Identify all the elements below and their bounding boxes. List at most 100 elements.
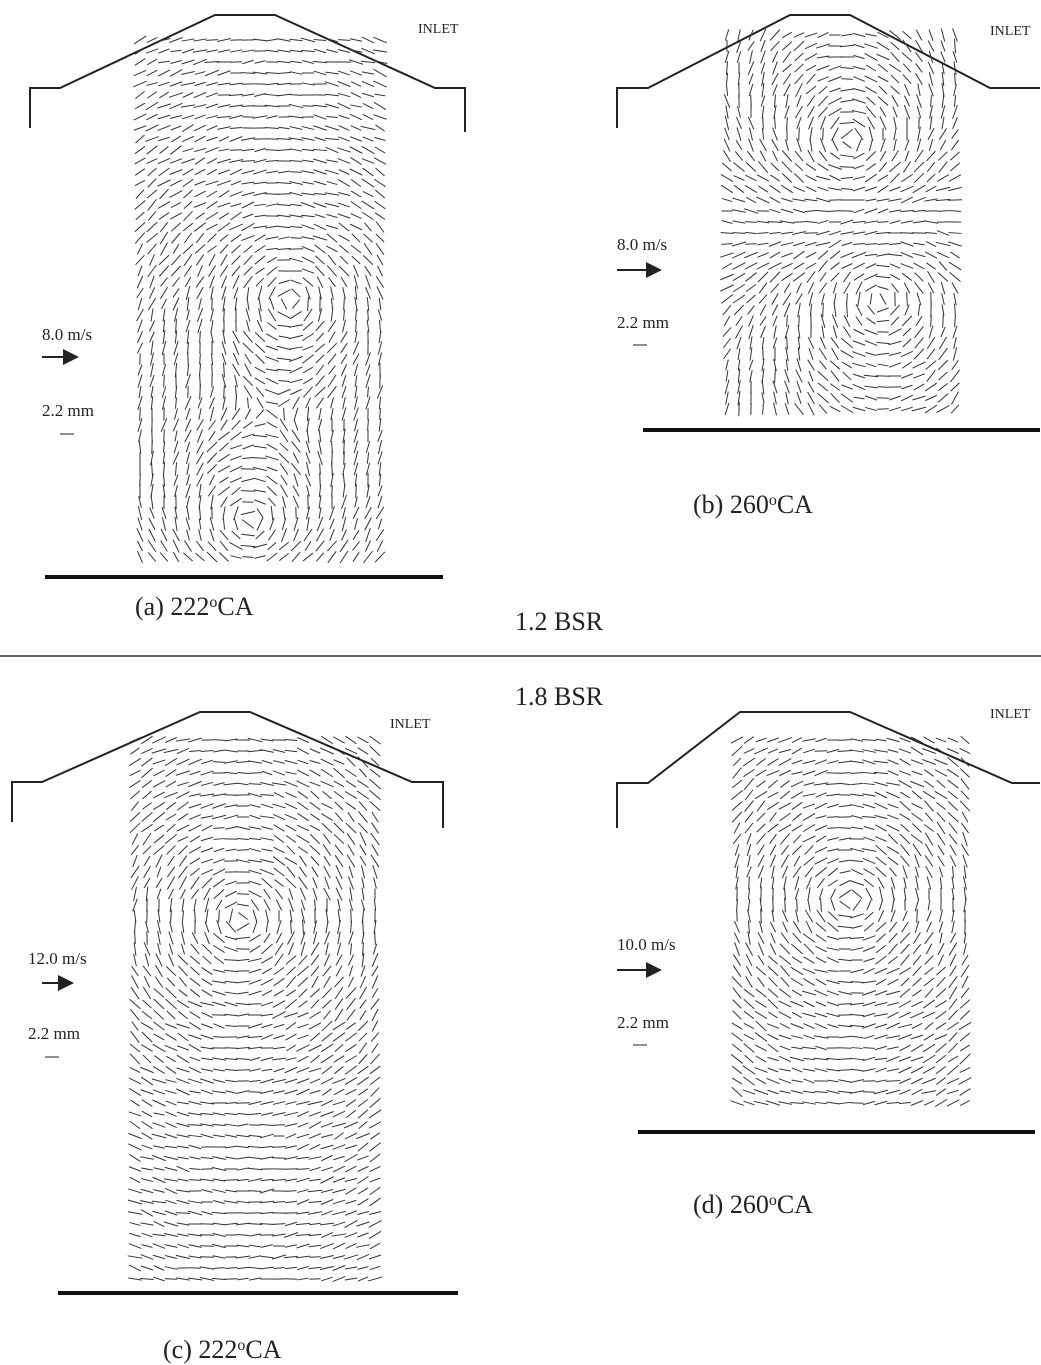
vector	[189, 1256, 202, 1258]
vector	[936, 1089, 946, 1096]
vector	[302, 257, 314, 263]
vector	[839, 938, 851, 939]
vector	[814, 1036, 828, 1038]
vector	[924, 801, 933, 812]
vector	[335, 802, 343, 810]
vector	[900, 801, 910, 810]
vector	[213, 1069, 225, 1071]
vector	[219, 191, 229, 198]
vector	[901, 351, 912, 356]
vector	[217, 39, 231, 42]
vector	[840, 45, 854, 46]
vector	[285, 1201, 297, 1202]
vector	[249, 1245, 261, 1247]
vector	[322, 1066, 332, 1074]
vector	[201, 760, 213, 764]
vector	[378, 486, 382, 497]
vector	[815, 858, 828, 864]
vector	[780, 813, 791, 821]
vector	[323, 834, 330, 844]
vector	[802, 739, 815, 741]
vector	[169, 93, 183, 98]
vector	[806, 921, 812, 933]
vector	[853, 176, 865, 179]
vector	[266, 72, 279, 73]
vector	[242, 434, 255, 438]
vector	[144, 866, 151, 878]
vector	[878, 209, 888, 213]
vector	[362, 179, 374, 187]
vector	[901, 264, 914, 269]
vector	[267, 422, 277, 428]
vector	[936, 802, 945, 809]
vector	[839, 828, 851, 829]
vector	[333, 1200, 345, 1204]
vector	[864, 274, 878, 280]
vector	[810, 138, 812, 151]
vector	[129, 1265, 141, 1271]
vector	[899, 749, 911, 753]
vector	[133, 81, 146, 87]
vector	[171, 255, 181, 266]
vector	[301, 50, 315, 51]
vector	[360, 976, 365, 988]
vector	[136, 212, 145, 220]
vector	[253, 39, 267, 41]
vector	[737, 127, 741, 140]
vector	[209, 431, 215, 441]
vector	[815, 825, 827, 830]
vector	[224, 960, 238, 961]
vector	[886, 1056, 900, 1061]
vector	[297, 737, 309, 742]
vector	[744, 999, 754, 1009]
cylinder-head	[30, 15, 465, 132]
vector	[137, 244, 142, 255]
vector	[260, 869, 274, 875]
vector	[242, 182, 255, 184]
vector	[874, 1014, 888, 1016]
vector	[805, 175, 816, 181]
vector	[187, 506, 189, 520]
vector	[839, 838, 851, 840]
vector	[838, 926, 853, 928]
vector	[279, 336, 290, 338]
vector	[313, 159, 327, 163]
vector	[196, 233, 203, 243]
vector	[207, 442, 217, 452]
vector	[153, 1022, 164, 1030]
vector	[129, 758, 141, 765]
vector	[377, 286, 383, 299]
vector	[806, 65, 816, 71]
vector	[769, 232, 780, 233]
vector	[232, 364, 239, 376]
vector	[841, 79, 853, 80]
vector	[782, 866, 787, 878]
vector	[313, 61, 328, 62]
vector	[277, 182, 292, 183]
vector	[792, 1080, 803, 1082]
vector	[184, 540, 191, 551]
vector	[132, 976, 139, 989]
vector	[886, 1090, 900, 1094]
vector	[201, 1012, 212, 1017]
vector	[321, 1211, 332, 1215]
vector	[189, 1091, 201, 1093]
vector	[302, 333, 314, 340]
caption-text: (d) 260	[693, 1190, 769, 1219]
vector	[213, 945, 224, 952]
vector	[922, 1091, 937, 1094]
vector	[902, 316, 912, 326]
vector	[744, 989, 754, 997]
vector	[358, 1089, 367, 1095]
length-scale: 2.2 mm	[617, 313, 669, 332]
vector	[174, 474, 178, 485]
vector	[159, 82, 170, 86]
vector	[206, 40, 218, 41]
vector	[314, 115, 327, 120]
vector	[234, 506, 239, 520]
vector	[158, 943, 161, 955]
vector	[840, 100, 853, 102]
vector	[369, 1211, 381, 1214]
vector	[901, 978, 909, 986]
vector	[135, 222, 145, 231]
